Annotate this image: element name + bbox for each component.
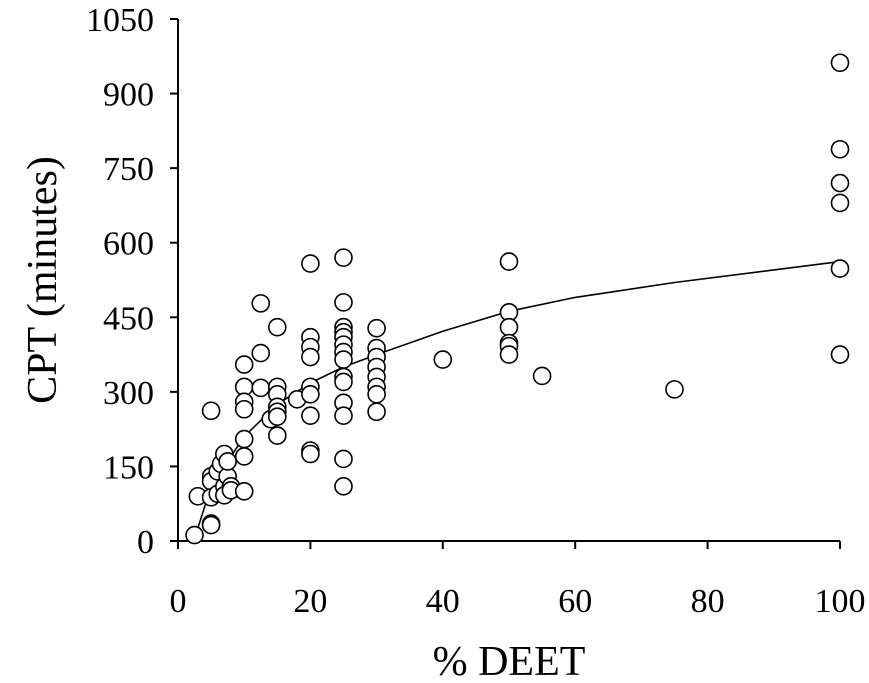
data-point xyxy=(301,254,320,273)
data-point xyxy=(665,380,684,399)
data-point xyxy=(499,345,519,364)
data-point xyxy=(218,452,237,471)
data-point xyxy=(367,402,386,422)
y-tick-label: 600 xyxy=(103,226,154,263)
data-point xyxy=(367,385,386,404)
data-point xyxy=(334,372,353,392)
data-point xyxy=(251,343,271,363)
y-tick-label: 1050 xyxy=(86,2,154,39)
data-point xyxy=(301,385,320,404)
y-ticks: 0 150 300 450 600 750 900 1050 xyxy=(86,2,178,561)
data-point xyxy=(234,429,254,449)
data-points xyxy=(185,53,850,545)
data-point xyxy=(251,294,271,313)
axes xyxy=(177,19,840,542)
x-ticks: 0 20 40 60 80 100 xyxy=(170,541,866,620)
data-point xyxy=(499,252,519,271)
x-tick-label: 60 xyxy=(558,583,592,620)
data-point xyxy=(234,355,254,374)
x-axis-title: % DEET xyxy=(433,639,586,683)
data-point xyxy=(334,248,353,267)
y-tick-label: 0 xyxy=(137,524,154,561)
data-point xyxy=(267,407,287,427)
data-point xyxy=(334,406,353,426)
x-tick-label: 40 xyxy=(426,583,460,620)
data-point xyxy=(267,317,287,337)
data-point xyxy=(301,347,320,367)
data-point xyxy=(301,444,320,464)
data-point xyxy=(830,139,850,159)
data-point xyxy=(301,406,320,426)
data-point xyxy=(234,447,254,466)
x-tick-label: 0 xyxy=(170,583,187,620)
data-point xyxy=(830,259,850,278)
data-point xyxy=(201,515,221,535)
data-point xyxy=(499,317,519,337)
y-tick-label: 750 xyxy=(103,151,154,188)
data-point xyxy=(830,193,850,213)
data-point xyxy=(367,318,386,338)
data-point xyxy=(234,399,254,419)
data-point xyxy=(830,345,850,364)
y-tick-label: 900 xyxy=(103,77,154,114)
data-point xyxy=(234,481,254,501)
data-point xyxy=(334,449,353,469)
y-tick-label: 300 xyxy=(103,375,154,412)
y-tick-label: 150 xyxy=(103,449,154,486)
data-point xyxy=(267,426,287,445)
data-point xyxy=(433,350,453,369)
data-point xyxy=(830,173,850,193)
data-point xyxy=(185,525,204,545)
data-point xyxy=(334,477,353,496)
data-point xyxy=(201,401,221,421)
y-tick-label: 450 xyxy=(103,300,154,337)
data-point xyxy=(830,53,850,73)
data-point xyxy=(334,350,353,369)
x-tick-label: 20 xyxy=(293,583,327,620)
x-tick-label: 80 xyxy=(691,583,725,620)
data-point xyxy=(334,293,353,312)
data-point xyxy=(251,378,271,398)
y-axis-title: CPT (minutes) xyxy=(20,156,66,404)
data-point xyxy=(532,366,552,386)
x-tick-label: 100 xyxy=(815,583,866,620)
